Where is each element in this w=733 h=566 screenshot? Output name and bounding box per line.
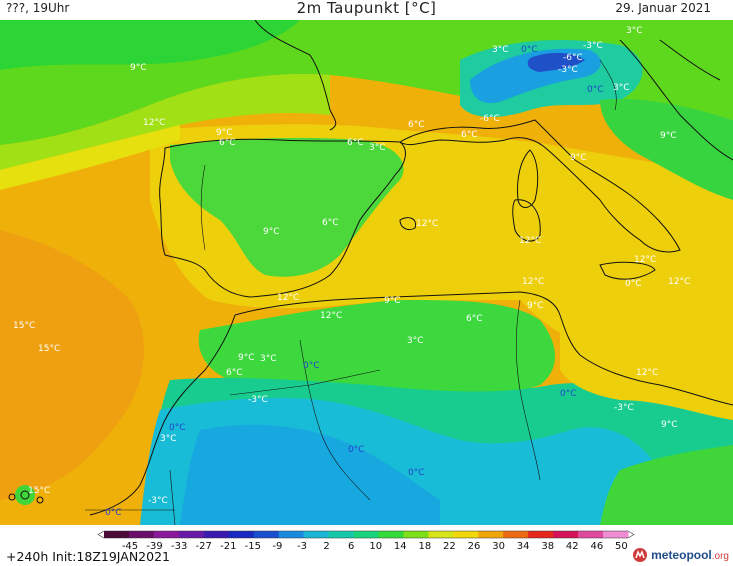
legend-tick-label: -39 xyxy=(146,541,162,552)
legend-swatch xyxy=(104,531,130,538)
field-light-green xyxy=(0,74,330,170)
field-africa-green xyxy=(198,300,555,398)
field-se-green xyxy=(600,445,733,525)
legend-swatch xyxy=(453,531,479,538)
legend-tick-label: -27 xyxy=(196,541,212,552)
color-legend: -45 -39 -33 -27 -21 -15 -9 -3 2 6 10 14 18 22 26 30 34 38… xyxy=(97,530,635,552)
legend-swatch xyxy=(278,531,305,538)
legend-swatch xyxy=(403,531,429,538)
legend-swatch xyxy=(503,531,529,538)
legend-tick-label: -45 xyxy=(122,541,138,552)
legend-outline xyxy=(97,530,635,539)
dewpoint-map[interactable] xyxy=(0,20,733,525)
borders xyxy=(85,59,617,525)
field-africa-blue xyxy=(180,424,440,525)
legend-tick-label: 6 xyxy=(348,541,354,552)
legend-tick-label: 46 xyxy=(590,541,603,552)
legend-swatch xyxy=(203,531,230,538)
meteopool-logo-icon xyxy=(633,548,648,562)
legend-swatch xyxy=(253,531,280,538)
legend-swatch xyxy=(153,531,180,538)
field-balkans xyxy=(600,99,733,200)
legend-swatch xyxy=(178,531,205,538)
model-run-label: +240h Init:18Z19JAN2021 xyxy=(6,549,170,564)
legend-tick-label: 42 xyxy=(566,541,579,552)
legend-tick-label: 18 xyxy=(418,541,431,552)
legend-swatch xyxy=(478,531,504,538)
field-libya xyxy=(560,330,733,420)
legend-tick-label: 14 xyxy=(394,541,407,552)
legend-swatch xyxy=(228,531,255,538)
logo-text: meteopool xyxy=(651,548,712,562)
legend-swatch xyxy=(528,531,554,538)
legend-swatch xyxy=(428,531,454,538)
forecast-time-label: ???, 19Uhr xyxy=(6,1,70,15)
logo-tld: .org xyxy=(711,551,729,562)
legend-swatch xyxy=(328,531,355,538)
legend-tick-label: 22 xyxy=(443,541,456,552)
coastlines xyxy=(8,20,733,516)
legend-swatch xyxy=(378,531,404,538)
legend-tick-label: 2 xyxy=(323,541,329,552)
legend-tick-label: 10 xyxy=(369,541,382,552)
legend-swatch xyxy=(553,531,579,538)
legend-tick-label: 34 xyxy=(517,541,530,552)
legend-swatch xyxy=(353,531,379,538)
legend-swatch xyxy=(603,531,629,538)
map-title: 2m Taupunkt [°C] xyxy=(296,0,437,17)
map-footer: -45 -39 -33 -27 -21 -15 -9 -3 2 6 10 14 18 22 26 30 34 38… xyxy=(0,525,733,566)
map-header: ???, 19Uhr 2m Taupunkt [°C] 29. Januar 2… xyxy=(0,0,733,20)
forecast-date: 29. Januar 2021 xyxy=(615,1,711,15)
legend-tick-label: 50 xyxy=(615,541,628,552)
legend-tick-label: 30 xyxy=(492,541,505,552)
legend-swatch xyxy=(128,531,155,538)
field-canaries xyxy=(15,485,35,505)
legend-tick-label: -33 xyxy=(171,541,187,552)
meteopool-logo[interactable]: meteopool.org xyxy=(632,547,729,563)
legend-swatch xyxy=(578,531,604,538)
legend-tick-label: -15 xyxy=(245,541,261,552)
legend-tick-label: -21 xyxy=(220,541,236,552)
legend-tick-label: -9 xyxy=(272,541,282,552)
legend-tick-label: 38 xyxy=(541,541,554,552)
field-orange-west xyxy=(0,230,144,500)
legend-tick-label: -3 xyxy=(297,541,307,552)
field-yellow-atlantic xyxy=(0,125,180,190)
field-iberia-green xyxy=(170,137,404,277)
field-bright-green-nw xyxy=(0,20,300,70)
legend-swatch xyxy=(303,531,330,538)
field-alps-coldest xyxy=(527,52,585,72)
legend-tick-label: 26 xyxy=(468,541,481,552)
